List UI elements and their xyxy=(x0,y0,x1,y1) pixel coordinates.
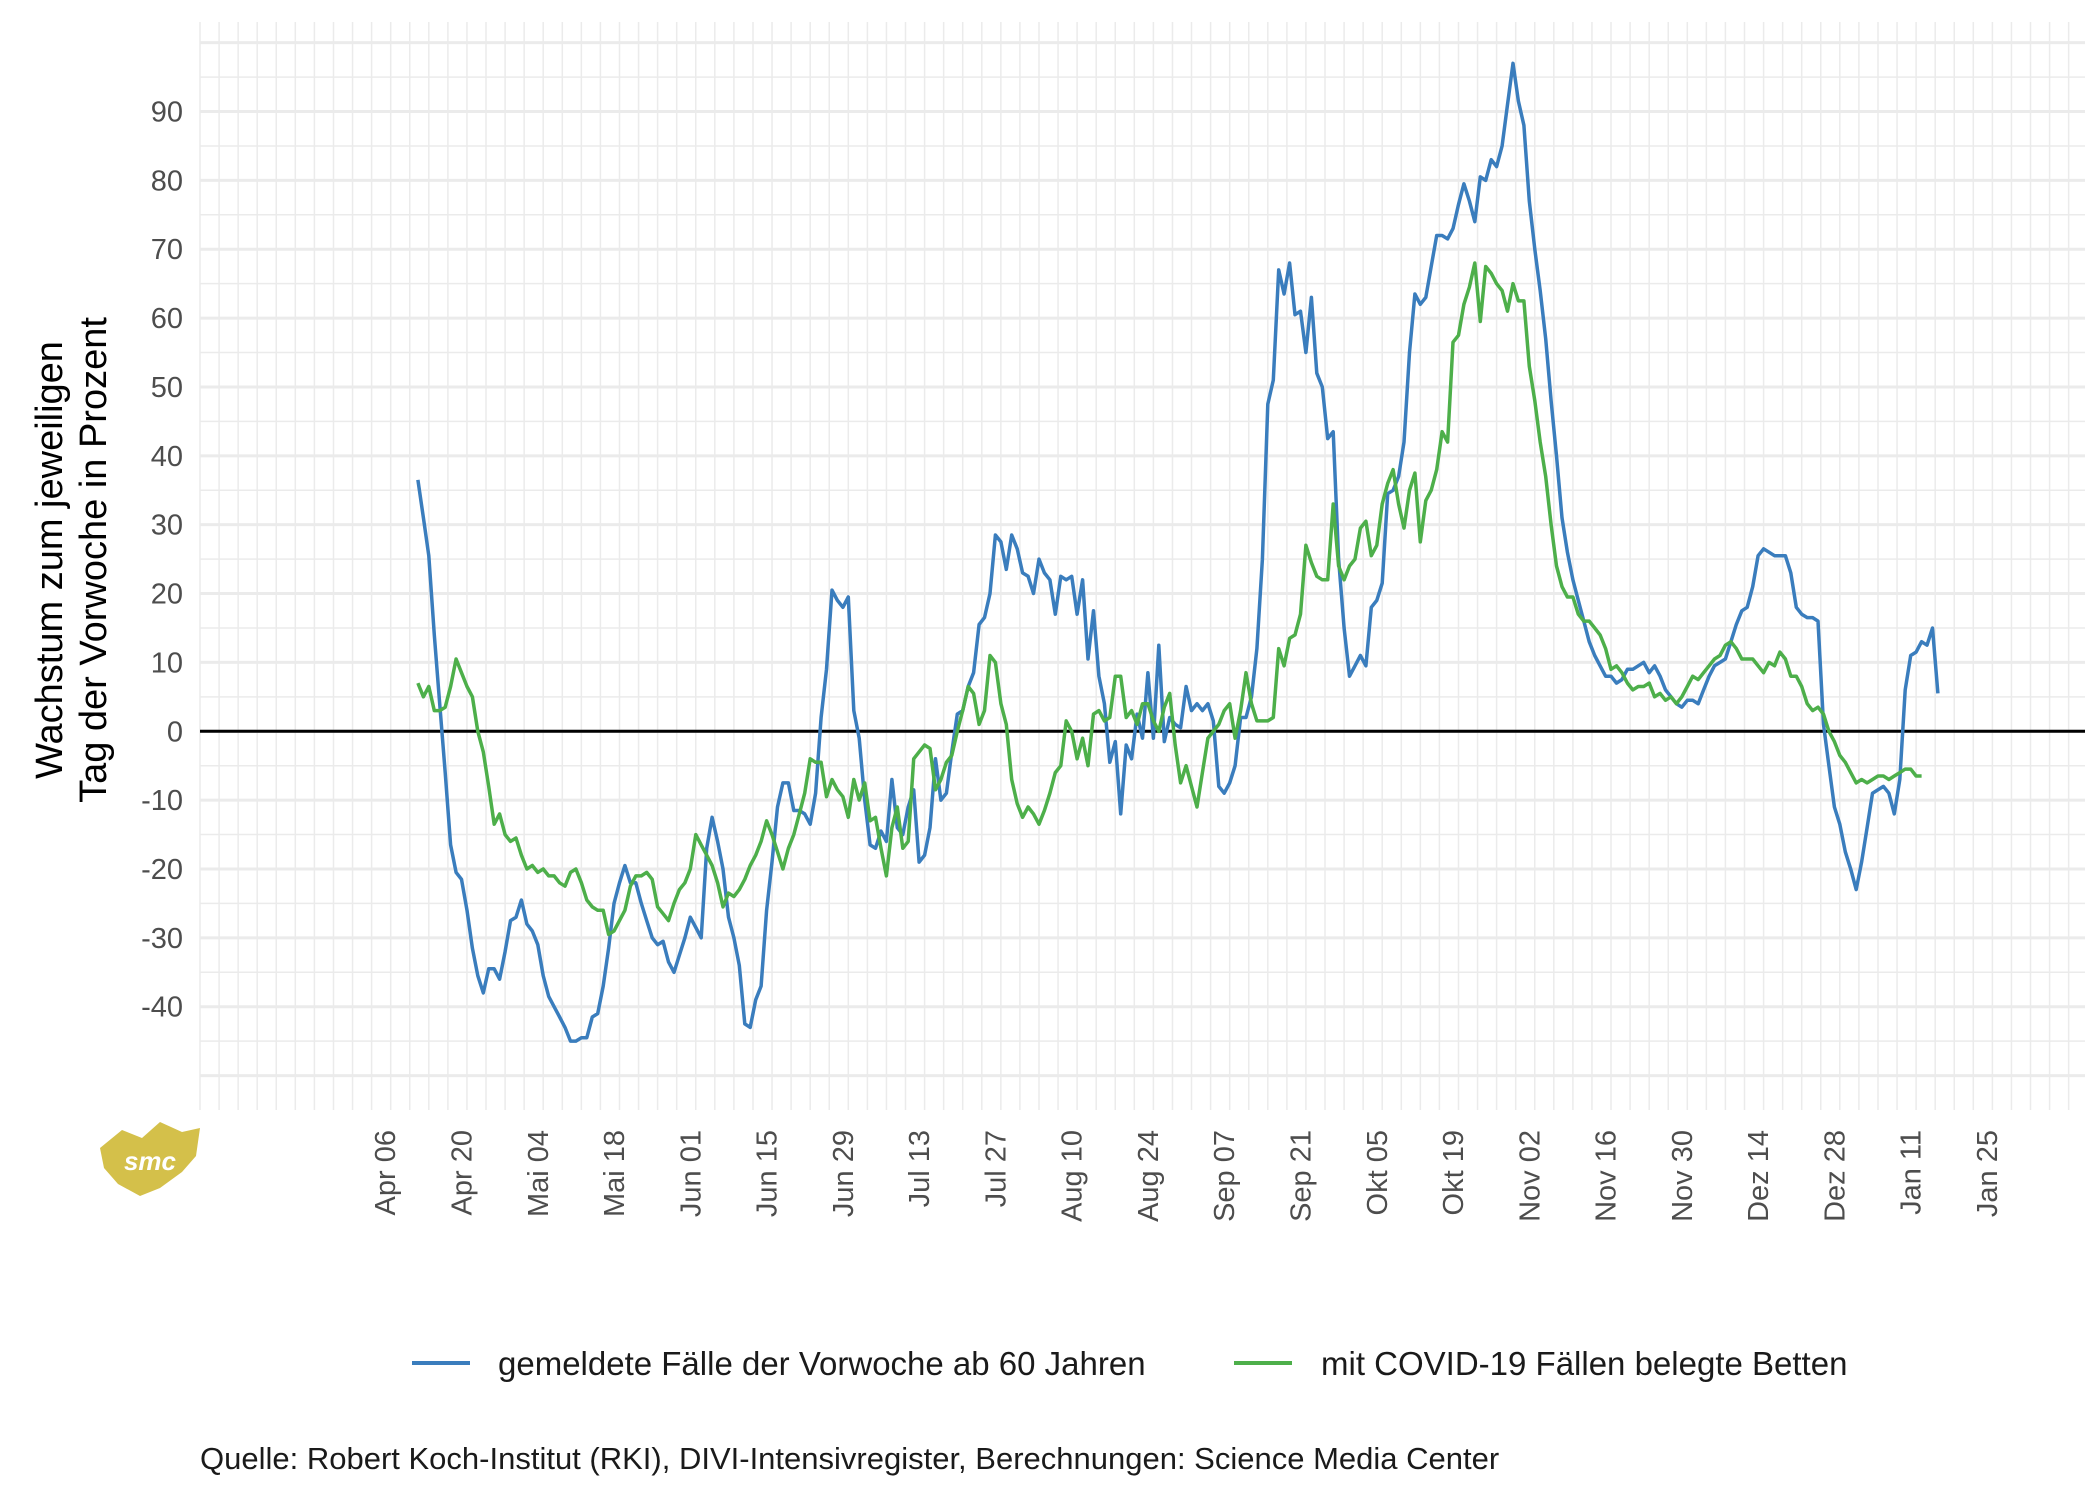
series-line-0 xyxy=(416,61,1940,1043)
y-tick-label: 20 xyxy=(151,579,183,611)
y-tick-label: 60 xyxy=(151,303,183,335)
x-tick-label: Dez 14 xyxy=(1743,1130,1775,1222)
y-tick-label: 0 xyxy=(167,716,183,748)
x-tick-label: Dez 28 xyxy=(1819,1130,1851,1222)
y-tick-label: 80 xyxy=(151,165,183,197)
y-axis-title-line-1: Wachstum zum jeweiligen xyxy=(29,341,71,779)
x-tick-label: Okt 05 xyxy=(1362,1130,1394,1215)
x-tick-label: Mai 18 xyxy=(599,1130,631,1217)
x-tick-label: Jan 11 xyxy=(1896,1130,1928,1215)
x-tick-label: Aug 10 xyxy=(1057,1130,1089,1222)
y-tick-label: 70 xyxy=(151,234,183,266)
x-tick-label: Jul 13 xyxy=(904,1130,936,1207)
x-tick-label: Jan 25 xyxy=(1972,1130,2004,1217)
x-tick-label: Jul 27 xyxy=(980,1130,1012,1207)
y-tick-label: -20 xyxy=(141,854,183,886)
x-tick-label: Jun 15 xyxy=(752,1130,784,1217)
legend-label-beds: mit COVID-19 Fällen belegte Betten xyxy=(1321,1345,1847,1382)
x-tick-label: Okt 19 xyxy=(1438,1130,1470,1215)
smc-logo: smc xyxy=(100,1122,200,1196)
source-caption: Quelle: Robert Koch-Institut (RKI), DIVI… xyxy=(200,1441,1499,1476)
y-tick-label: 50 xyxy=(151,372,183,404)
smc-logo-text: smc xyxy=(124,1146,177,1176)
x-tick-label: Sep 21 xyxy=(1285,1130,1317,1222)
y-axis-title-line-2: Tag der Vorwoche in Prozent xyxy=(73,317,115,803)
legend-label-cases: gemeldete Fälle der Vorwoche ab 60 Jahre… xyxy=(498,1345,1146,1382)
series-layer xyxy=(416,61,1940,1043)
x-tick-label: Sep 07 xyxy=(1209,1130,1241,1222)
smc-logo-icon xyxy=(100,1122,200,1196)
y-tick-label: 10 xyxy=(151,647,183,679)
y-tick-label: 30 xyxy=(151,510,183,542)
x-tick-label: Jun 29 xyxy=(828,1130,860,1217)
x-tick-label: Nov 30 xyxy=(1667,1130,1699,1222)
y-tick-label: 40 xyxy=(151,441,183,473)
y-axis-tick-labels: -40 -30 -20 -10 0 10 20 30 40 50 60 70 80 90 xyxy=(141,97,183,1024)
series-line-1 xyxy=(416,261,1922,937)
y-tick-label: 90 xyxy=(151,97,183,129)
x-tick-label: Mai 04 xyxy=(523,1130,555,1217)
x-tick-label: Apr 20 xyxy=(447,1130,479,1215)
x-tick-label: Nov 16 xyxy=(1591,1130,1623,1222)
y-tick-label: -30 xyxy=(141,923,183,955)
x-axis-tick-labels: Apr 06 Apr 20 Mai 04 Mai 18 Jun 01 Jun 15 Jun … xyxy=(370,1130,2004,1222)
x-tick-label: Jun 01 xyxy=(675,1130,707,1217)
legend: gemeldete Fälle der Vorwoche ab 60 Jahre… xyxy=(412,1345,1847,1382)
minor-gridlines xyxy=(199,22,2085,1110)
y-tick-label: -40 xyxy=(141,992,183,1024)
y-tick-label: -10 xyxy=(141,785,183,817)
x-tick-label: Apr 06 xyxy=(370,1130,402,1215)
x-tick-label: Nov 02 xyxy=(1514,1130,1546,1222)
x-tick-label: Aug 24 xyxy=(1133,1130,1165,1222)
